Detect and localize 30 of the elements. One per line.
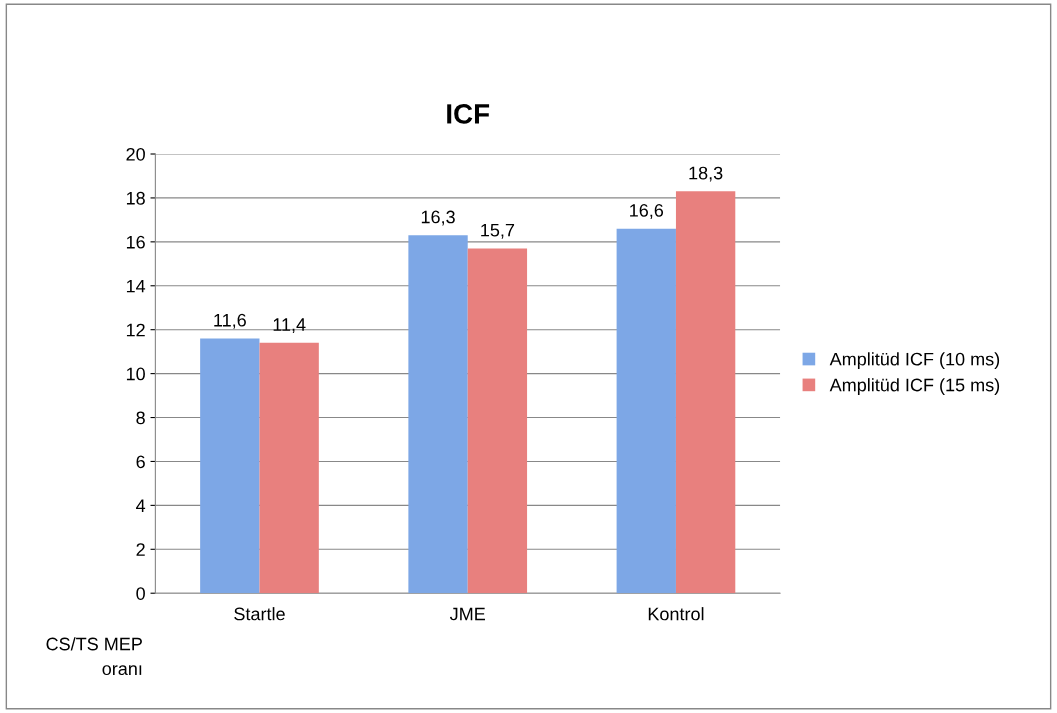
y-tick-label: 2 [136,543,145,556]
y-tick-label: 20 [126,147,145,161]
data-label: 15,7 [481,223,515,239]
bar [200,338,260,594]
data-label: 11,4 [273,318,306,334]
y-axis-title: CS/TS MEP oranı [46,637,142,676]
data-label: 18,3 [689,166,723,182]
legend-label: Amplitüd ICF (15 ms) [829,378,1000,395]
y-tick-label: 8 [136,411,145,425]
y-tick-label: 18 [126,191,145,205]
bar [467,248,528,594]
data-label: 16,3 [421,210,455,226]
bar [616,228,676,594]
chart-title: ICF [447,104,490,124]
data-label: 11,6 [214,313,246,329]
x-tick-label: JME [449,607,485,621]
y-tick-label: 4 [136,499,146,512]
x-tick-label: Kontrol [648,607,704,621]
data-label: 16,6 [630,203,664,219]
y-tick-label: 6 [136,455,145,469]
y-tick-label: 14 [126,279,146,293]
y-tick-label: 10 [126,367,145,381]
y-tick-label: 16 [126,235,145,249]
bar [259,342,319,594]
bar [408,235,468,594]
x-tick-label: Startle [234,607,285,621]
bar [675,191,736,594]
y-tick-label: 12 [126,323,145,337]
legend-label: Amplitüd ICF (10 ms) [829,352,1000,370]
y-tick-label: 0 [136,587,145,600]
